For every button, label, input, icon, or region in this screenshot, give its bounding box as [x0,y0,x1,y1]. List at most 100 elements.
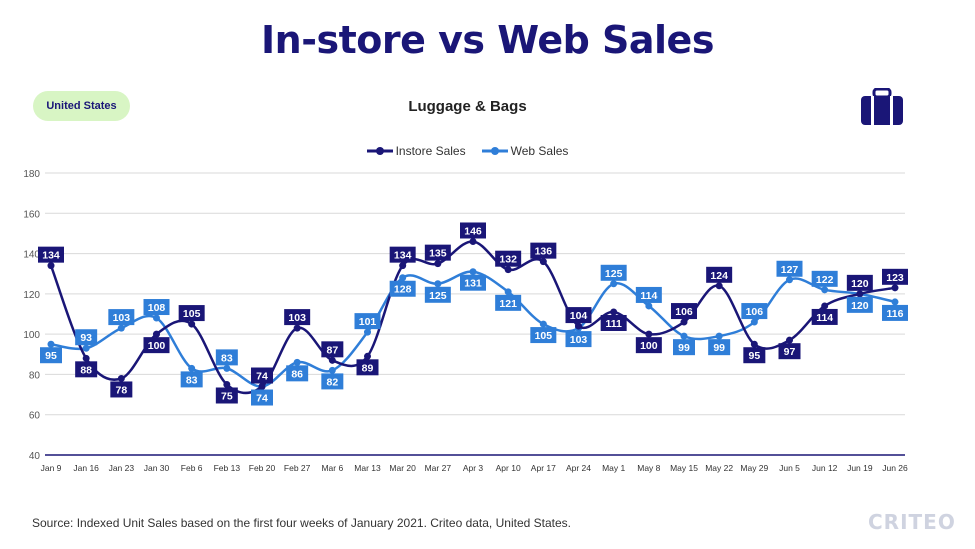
data-point-web [399,274,407,282]
x-tick-label: Jun 12 [812,463,838,473]
data-label-instore: 103 [284,309,311,326]
data-label-text: 125 [429,290,447,302]
data-point-web [223,364,231,372]
data-label-instore: 120 [846,274,873,291]
data-label-instore: 135 [424,244,451,261]
data-label-box [706,266,733,283]
data-label-box [321,373,344,390]
data-label-web: 106 [741,303,768,320]
data-label-web: 121 [495,294,522,311]
data-point-web [856,290,864,298]
y-tick-label: 60 [29,411,41,422]
data-label-text: 99 [678,342,690,354]
data-label-instore: 87 [321,341,344,358]
data-label-box [75,361,98,378]
data-label-box [811,308,838,325]
data-point-instore [750,340,758,348]
data-point-web [258,383,266,391]
x-tick-label: Apr 17 [531,463,556,473]
data-label-text: 106 [675,306,693,318]
data-label-box [356,359,379,376]
data-label-web: 82 [321,373,344,390]
data-point-web [47,340,55,348]
data-label-box [635,286,662,303]
data-point-web [786,276,793,284]
series-line-instore [49,240,896,395]
data-label-text: 128 [394,284,412,296]
data-label-web: 114 [635,286,662,303]
legend-swatch-web [481,147,508,155]
legend-label-web: Web Sales [510,144,569,158]
data-label-box [389,280,416,297]
data-label-text: 99 [713,342,725,354]
data-point-instore [364,352,371,360]
data-label-instore: 104 [565,307,592,324]
data-label-box [530,242,557,259]
data-label-text: 88 [80,364,92,376]
data-point-instore [117,374,125,382]
data-label-web: 101 [354,313,381,330]
data-point-web [645,302,653,310]
x-tick-label: May 22 [705,463,733,473]
data-label-text: 136 [535,246,553,258]
data-point-web [82,344,90,352]
data-label-box [110,381,133,398]
data-label-text: 134 [42,250,60,262]
data-point-web [575,324,582,332]
series-line-web [50,270,896,388]
country-badge: United States [33,91,130,121]
data-label-box [811,270,838,287]
x-tick-label: Jan 30 [144,463,170,473]
data-label-text: 125 [605,268,623,280]
x-tick-label: Mar 20 [389,463,416,473]
data-label-box [460,222,486,239]
y-tick-label: 180 [23,169,40,180]
x-tick-label: May 15 [670,463,698,473]
data-label-box [180,371,203,388]
data-label-box [251,367,273,384]
x-tick-label: May 1 [602,463,625,473]
data-label-box [40,347,62,364]
data-point-web [504,288,512,296]
data-label-box [776,260,803,277]
data-label-box [424,244,451,261]
x-tick-label: Feb 13 [214,463,241,473]
legend-item-instore: Instore Sales [366,144,466,158]
data-label-text: 120 [851,300,869,312]
x-tick-label: May 8 [637,463,660,473]
data-label-instore: 134 [389,246,416,263]
data-label-web: 93 [75,329,98,346]
data-point-web [539,320,547,328]
data-label-text: 97 [784,346,796,358]
data-point-instore [856,290,864,298]
data-label-box [565,307,592,324]
data-label-web: 74 [251,389,273,406]
chart-title: Luggage & Bags [408,98,527,115]
data-label-box [565,331,592,348]
data-point-web [715,332,723,340]
x-tick-label: Apr 10 [496,463,521,473]
data-label-text: 120 [851,278,869,290]
data-label-instore: 105 [178,305,205,322]
legend-label-instore: Instore Sales [395,144,466,158]
data-label-instore: 78 [110,381,133,398]
data-label-text: 111 [605,318,622,330]
data-label-instore: 100 [143,337,170,354]
data-label-text: 87 [326,344,338,356]
y-tick-label: 80 [29,370,41,381]
data-label-web: 95 [40,347,62,364]
data-label-instore: 132 [495,250,522,267]
data-label-box [215,387,238,404]
data-label-box [178,305,205,322]
data-label-instore: 136 [530,242,557,259]
data-label-box [846,296,873,313]
data-point-instore [258,383,266,391]
data-label-text: 83 [186,374,198,386]
data-point-instore [821,302,829,310]
data-point-web [821,286,829,294]
x-tick-label: Mar 13 [354,463,381,473]
data-label-instore: 134 [38,246,64,263]
data-label-text: 131 [464,278,482,290]
x-tick-label: Feb 27 [284,463,311,473]
